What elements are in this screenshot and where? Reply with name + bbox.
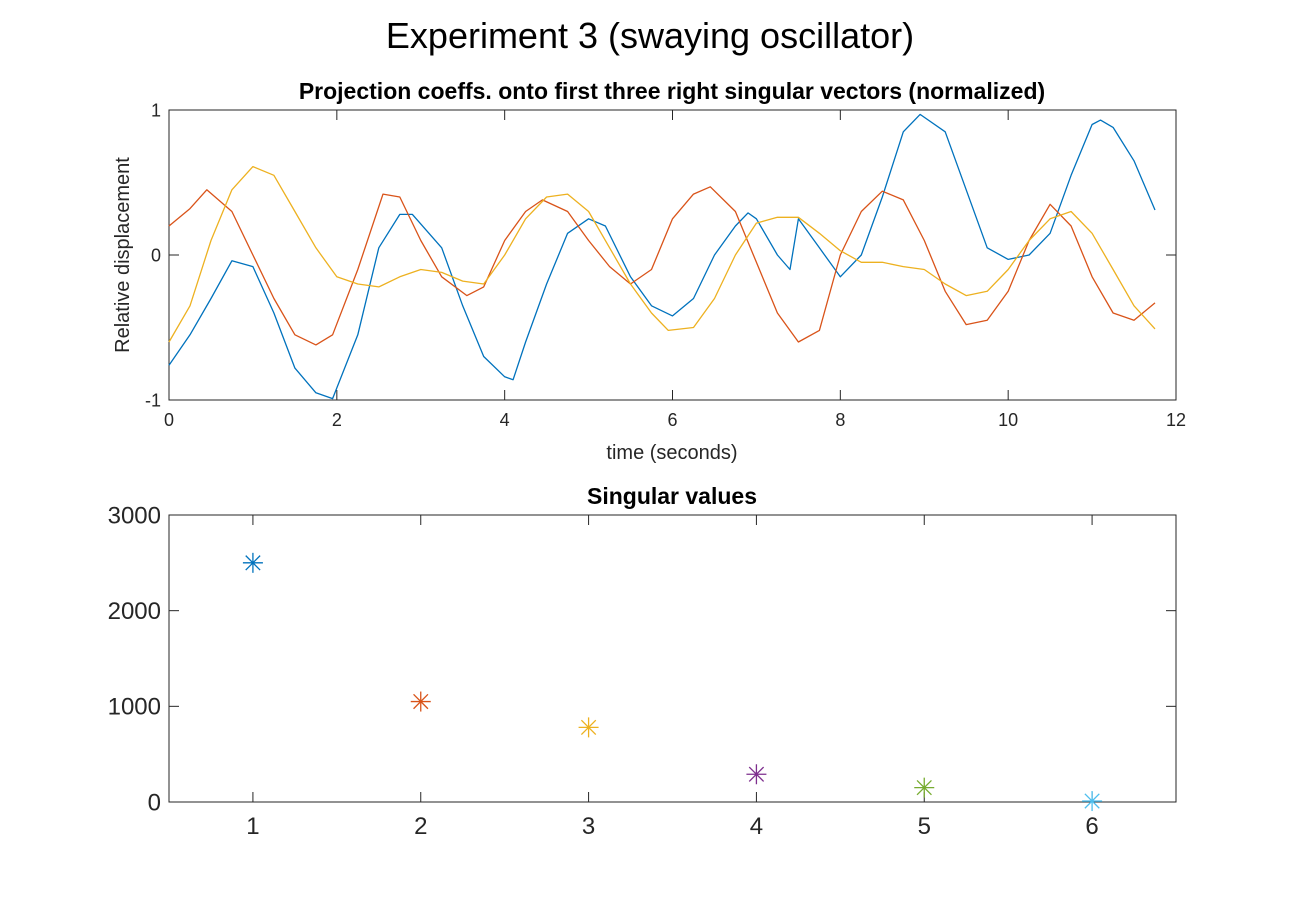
line-chart-series [168, 113, 1156, 400]
line-chart-ticks: 0 2 4 6 8 10 12-101 [145, 100, 1186, 430]
line-chart-xtick-label: 0 [164, 410, 174, 430]
scatter-chart-ytick-label: 0 [148, 789, 161, 816]
scatter-chart-ytick-label: 1000 [108, 694, 161, 721]
singular-value-point-3 [578, 717, 599, 738]
scatter-chart-ytick-label: 3000 [108, 502, 161, 529]
singular-value-point-2 [410, 691, 431, 712]
singular-value-point-1 [242, 552, 263, 573]
line-chart-ytick-label: 1 [151, 100, 161, 120]
line-chart-ytick-label: -1 [145, 390, 161, 410]
line-chart-panel: Projection coeffs. onto first three righ… [112, 78, 1186, 464]
scatter-chart-xtick-label: 4 [750, 813, 763, 840]
scatter-chart-axes-box [168, 514, 1177, 803]
line-chart-xtick-label: 12 [1166, 410, 1186, 430]
line-chart-xtick-label: 6 [667, 410, 677, 430]
scatter-chart-ytick-label: 2000 [108, 598, 161, 625]
line-chart-xtick-label: 4 [500, 410, 510, 430]
line-series-2 [168, 186, 1156, 346]
scatter-chart-ticks: 1 2 3 4 5 6 0 1000 2000 3000 [108, 502, 1176, 840]
figure-title: Experiment 3 (swaying oscillator) [386, 15, 914, 56]
line-chart-xtick-label: 8 [835, 410, 845, 430]
scatter-chart-title: Singular values [587, 483, 757, 509]
line-series-3 [168, 165, 1156, 343]
scatter-chart-xtick-label: 2 [414, 813, 427, 840]
line-series-1 [168, 113, 1156, 400]
singular-value-point-5 [914, 777, 935, 798]
scatter-chart-xtick-label: 6 [1085, 813, 1098, 840]
scatter-chart-points [242, 552, 1103, 812]
scatter-chart-xtick-label: 5 [918, 813, 931, 840]
line-chart-xlabel: time (seconds) [606, 442, 737, 464]
line-chart-ylabel: Relative displacement [112, 157, 134, 353]
scatter-chart-xtick-label: 1 [246, 813, 259, 840]
scatter-chart-panel: Singular values 1 2 3 4 5 6 0 1000 2000 3000 [108, 483, 1177, 840]
line-chart-ytick-label: 0 [151, 245, 161, 265]
singular-value-point-4 [746, 764, 767, 785]
line-chart-title: Projection coeffs. onto first three righ… [299, 78, 1045, 104]
scatter-chart-xtick-label: 3 [582, 813, 595, 840]
line-chart-xtick-label: 10 [998, 410, 1018, 430]
singular-value-point-6 [1082, 791, 1103, 812]
line-chart-axes-box [168, 109, 1177, 401]
line-chart-xtick-label: 2 [332, 410, 342, 430]
